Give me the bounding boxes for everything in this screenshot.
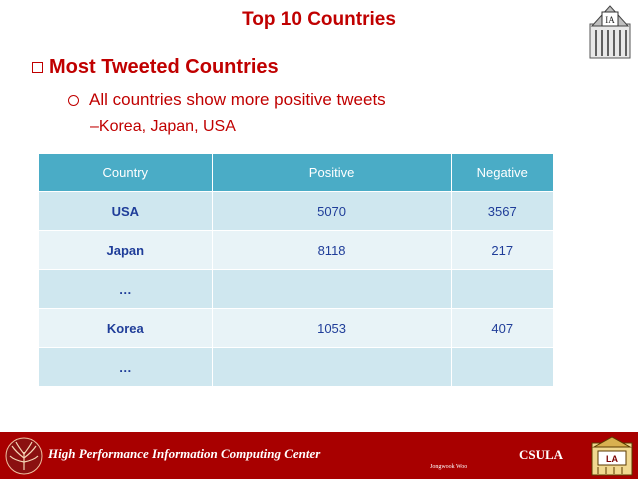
bullet-level1: Most Tweeted Countries — [32, 56, 279, 79]
cell-negative: 3567 — [450, 191, 555, 231]
table-row: Japan 8118 217 — [38, 230, 555, 270]
header-negative: Negative — [450, 153, 555, 192]
cell-country: USA — [38, 191, 213, 231]
footer-csula: CSULA — [519, 447, 564, 462]
table-header-row: Country Positive Negative — [38, 153, 555, 192]
svg-text:LA: LA — [606, 454, 618, 464]
cell-country: Korea — [38, 308, 213, 348]
cell-positive: 1053 — [211, 308, 452, 348]
csula-building-logo-icon: LA — [591, 436, 633, 476]
bullet-level1-text: Most Tweeted Countries — [49, 56, 279, 78]
cell-country: … — [38, 269, 213, 309]
cell-negative: 217 — [450, 230, 555, 270]
circle-bullet-icon — [68, 94, 79, 106]
square-bullet-icon — [32, 62, 43, 73]
header-country: Country — [38, 153, 213, 192]
bullet-level3: –Korea, Japan, USA — [90, 118, 236, 135]
cell-negative: 407 — [450, 308, 555, 348]
cell-positive — [211, 347, 452, 387]
tree-emblem-icon — [5, 437, 43, 475]
cell-positive: 8118 — [211, 230, 452, 270]
countries-table: Country Positive Negative USA 5070 3567 … — [38, 153, 555, 387]
cell-country: … — [38, 347, 213, 387]
header-positive: Positive — [211, 153, 452, 192]
cell-positive: 5070 — [211, 191, 452, 231]
cell-negative — [450, 269, 555, 309]
bullet-level2-text: All countries show more positive tweets — [89, 90, 386, 109]
cell-negative — [450, 347, 555, 387]
table-row: … — [38, 347, 555, 387]
cell-country: Japan — [38, 230, 213, 270]
footer-center-name: High Performance Information Computing C… — [48, 446, 321, 461]
hpic-building-logo-icon: IA — [589, 5, 631, 59]
svg-text:IA: IA — [605, 15, 615, 25]
table-row: Korea 1053 407 — [38, 308, 555, 348]
cell-positive — [211, 269, 452, 309]
table-row: USA 5070 3567 — [38, 191, 555, 231]
bullet-level2: All countries show more positive tweets — [68, 90, 386, 110]
slide-title: Top 10 Countries — [242, 9, 396, 30]
footer-author: Jongwook Woo — [430, 464, 468, 470]
table-row: … — [38, 269, 555, 309]
footer-bar: High Performance Information Computing C… — [0, 432, 638, 479]
